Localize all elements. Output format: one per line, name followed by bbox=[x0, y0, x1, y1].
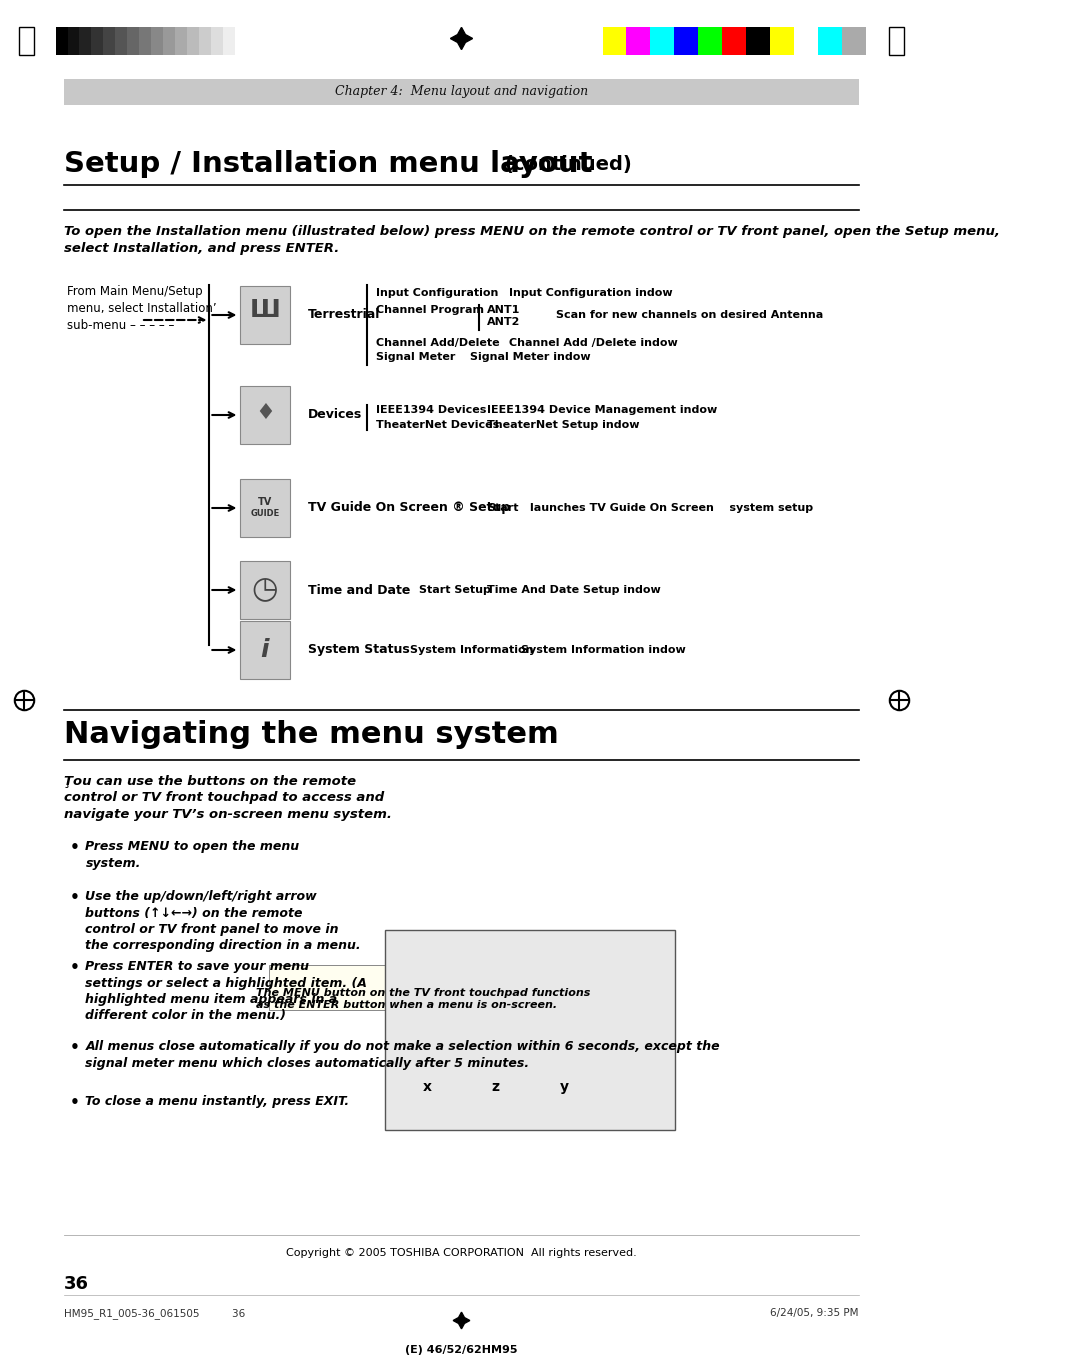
Text: All menus close automatically if you do not make a selection within 6 seconds, e: All menus close automatically if you do … bbox=[85, 1039, 720, 1069]
Bar bbox=[794, 27, 818, 55]
Bar bbox=[187, 27, 199, 55]
Bar bbox=[127, 27, 139, 55]
Text: 36: 36 bbox=[64, 1275, 89, 1293]
Text: z: z bbox=[491, 1080, 500, 1094]
Text: TV Guide On Screen ® Setup: TV Guide On Screen ® Setup bbox=[308, 502, 510, 514]
Text: Channel Program: Channel Program bbox=[376, 306, 484, 315]
Text: System Information: System Information bbox=[410, 645, 534, 655]
Text: Scan for new channels on desired Antenna: Scan for new channels on desired Antenna bbox=[555, 310, 823, 321]
Bar bbox=[151, 27, 163, 55]
Text: The MENU button on the TV front touchpad functions
as the ENTER button when a me: The MENU button on the TV front touchpad… bbox=[256, 988, 591, 1009]
Text: To close a menu instantly, press EXIT.: To close a menu instantly, press EXIT. bbox=[85, 1095, 350, 1108]
Text: ANT2: ANT2 bbox=[487, 316, 521, 327]
Bar bbox=[723, 27, 746, 55]
Bar bbox=[80, 27, 92, 55]
Bar bbox=[163, 27, 175, 55]
Bar bbox=[240, 621, 289, 679]
Text: •: • bbox=[70, 960, 80, 975]
Text: System Status: System Status bbox=[308, 644, 409, 656]
Bar bbox=[240, 561, 289, 619]
Text: Ш: Ш bbox=[249, 297, 281, 322]
Text: Signal Meter indow: Signal Meter indow bbox=[470, 352, 591, 361]
Text: (continued): (continued) bbox=[504, 155, 632, 175]
Bar bbox=[64, 79, 859, 105]
Text: TV: TV bbox=[258, 496, 272, 507]
Bar bbox=[626, 27, 650, 55]
Text: Use the up/down/left/right arrow
buttons (↑↓←→) on the remote
control or TV fron: Use the up/down/left/right arrow buttons… bbox=[85, 889, 361, 952]
Bar bbox=[889, 27, 904, 55]
Bar bbox=[674, 27, 699, 55]
Bar bbox=[841, 27, 866, 55]
Text: TheaterNet Setup indow: TheaterNet Setup indow bbox=[487, 420, 639, 430]
Bar bbox=[175, 27, 187, 55]
Text: Terrestrial: Terrestrial bbox=[308, 308, 380, 322]
Text: Start: Start bbox=[487, 503, 518, 513]
Text: Time And Date Setup indow: Time And Date Setup indow bbox=[487, 585, 661, 595]
Text: Input Configuration indow: Input Configuration indow bbox=[509, 288, 672, 297]
Bar bbox=[104, 27, 116, 55]
Text: y: y bbox=[559, 1080, 568, 1094]
Text: IEEE1394 Device Management indow: IEEE1394 Device Management indow bbox=[487, 405, 717, 415]
Text: •: • bbox=[70, 840, 80, 855]
Text: Devices: Devices bbox=[308, 408, 362, 421]
Bar bbox=[746, 27, 770, 55]
Text: ANT1: ANT1 bbox=[487, 306, 521, 315]
Bar bbox=[92, 27, 104, 55]
Text: Navigating the menu system: Navigating the menu system bbox=[64, 720, 558, 749]
Text: Time and Date: Time and Date bbox=[308, 584, 410, 596]
Text: •: • bbox=[70, 889, 80, 904]
Bar bbox=[235, 27, 247, 55]
Text: Copyright © 2005 TOSHIBA CORPORATION  All rights reserved.: Copyright © 2005 TOSHIBA CORPORATION All… bbox=[286, 1248, 637, 1258]
Bar bbox=[211, 27, 224, 55]
Text: To open the Installation menu (illustrated below) press MENU on the remote contr: To open the Installation menu (illustrat… bbox=[64, 225, 1000, 255]
Bar bbox=[818, 27, 841, 55]
Text: 6/24/05, 9:35 PM: 6/24/05, 9:35 PM bbox=[770, 1308, 859, 1318]
Bar bbox=[199, 27, 211, 55]
Text: Chapter 4:  Menu layout and navigation: Chapter 4: Menu layout and navigation bbox=[335, 86, 589, 98]
Text: GUIDE: GUIDE bbox=[251, 510, 280, 518]
Text: Setup / Installation menu layout: Setup / Installation menu layout bbox=[64, 150, 603, 177]
Text: From Main Menu/Setup
menu, select Installation’
sub-menu – – – – –: From Main Menu/Setup menu, select Instal… bbox=[67, 285, 216, 331]
Text: TheaterNet Devices: TheaterNet Devices bbox=[376, 420, 499, 430]
Bar bbox=[55, 27, 68, 55]
Text: Start Setup: Start Setup bbox=[419, 585, 490, 595]
Text: Channel Add/Delete: Channel Add/Delete bbox=[376, 338, 500, 348]
Text: Ţou can use the buttons on the remote
control or TV front touchpad to access and: Ţou can use the buttons on the remote co… bbox=[64, 775, 392, 821]
Text: (E) 46/52/62HM95: (E) 46/52/62HM95 bbox=[405, 1345, 517, 1354]
Bar bbox=[116, 27, 127, 55]
Text: Channel Add /Delete indow: Channel Add /Delete indow bbox=[509, 338, 677, 348]
Bar bbox=[699, 27, 723, 55]
Text: Signal Meter: Signal Meter bbox=[376, 352, 456, 361]
Bar bbox=[240, 479, 289, 537]
Text: launches TV Guide On Screen    system setup: launches TV Guide On Screen system setup bbox=[530, 503, 813, 513]
Text: Press MENU to open the menu
system.: Press MENU to open the menu system. bbox=[85, 840, 299, 869]
Text: ♦: ♦ bbox=[255, 402, 275, 423]
Bar bbox=[384, 930, 675, 1129]
Text: HM95_R1_005-36_061505          36: HM95_R1_005-36_061505 36 bbox=[64, 1308, 245, 1319]
Text: Press ENTER to save your menu
settings or select a highlighted item. (A
highligh: Press ENTER to save your menu settings o… bbox=[85, 960, 367, 1023]
Bar bbox=[603, 27, 626, 55]
Bar bbox=[68, 27, 80, 55]
Bar bbox=[18, 27, 35, 55]
Bar bbox=[269, 964, 577, 1009]
Bar bbox=[240, 386, 289, 445]
Text: x: x bbox=[422, 1080, 432, 1094]
Bar bbox=[650, 27, 674, 55]
Bar bbox=[770, 27, 794, 55]
Text: •: • bbox=[70, 1039, 80, 1054]
Text: System Information indow: System Information indow bbox=[522, 645, 686, 655]
Text: •: • bbox=[70, 1095, 80, 1110]
Text: i: i bbox=[260, 638, 269, 662]
Bar bbox=[224, 27, 235, 55]
Text: ◷: ◷ bbox=[252, 576, 279, 604]
Text: Input Configuration: Input Configuration bbox=[376, 288, 498, 297]
Bar bbox=[240, 286, 289, 344]
Text: IEEE1394 Devices: IEEE1394 Devices bbox=[376, 405, 486, 415]
Bar bbox=[139, 27, 151, 55]
